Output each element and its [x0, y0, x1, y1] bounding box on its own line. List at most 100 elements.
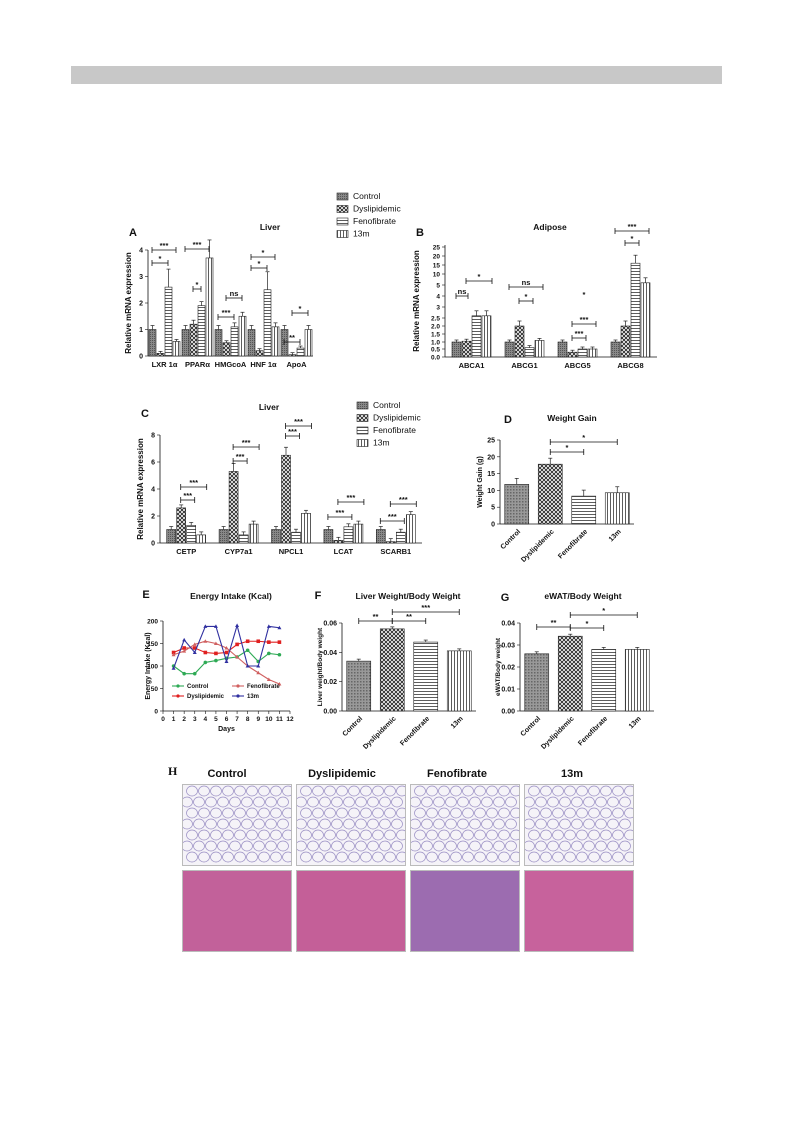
chart-e-legend-marker: [176, 684, 180, 688]
chart-e-point: [256, 670, 261, 675]
chart-g-ytick-label: 0.03: [501, 643, 515, 650]
chart-e-point: [266, 677, 271, 681]
chart-e-point: [214, 651, 218, 656]
chart-b-bar: [461, 340, 472, 358]
chart-c-ytick-label: 2: [151, 514, 155, 521]
chart-b-abcg5-sig2: *: [583, 290, 586, 299]
chart-g-ylabel: eWAT/Body weight: [495, 637, 502, 696]
chart-e-point: [192, 642, 197, 646]
chart-c-bar: [176, 507, 186, 544]
chart-e-point: [203, 639, 208, 643]
chart-c-bar: [343, 526, 354, 544]
panel-h-label: H: [168, 764, 178, 778]
chart-b-xtick-label: ABCG5: [564, 361, 590, 370]
chart-c-ytick-label: 0: [151, 541, 155, 548]
chart-a-xtick-label: HMGcoA: [215, 360, 247, 369]
chart-a-bar: [263, 289, 272, 357]
chart-a-xtick-label: PPARα: [185, 360, 210, 369]
chart-b-ytick-label: 15: [433, 263, 441, 270]
chart-a-ytick-label: 2: [139, 301, 143, 308]
chart-c-bar: [405, 514, 416, 544]
chart-e-xtick-label: 12: [286, 716, 294, 723]
chart-e-point: [256, 639, 261, 644]
legend-c-label-1: Dyslipidemic: [373, 413, 421, 423]
chart-c-xtick-label: CYP7a1: [225, 547, 253, 556]
legend-top-swatch-3: [336, 230, 349, 238]
chart-b-bar: [610, 341, 621, 358]
chart-a-bar: [288, 354, 297, 357]
chart-c-2-sig: ***: [294, 417, 303, 426]
chart-a-ytick-label: 4: [139, 248, 143, 255]
chart-b-bar: [567, 351, 578, 358]
chart-b-xtick-label: ABCG1: [511, 361, 537, 370]
chart-e-xtick-label: 3: [193, 716, 197, 723]
chart-c-ytick-label: 4: [151, 487, 155, 494]
chart-a-apoa-sig: *: [299, 304, 302, 313]
chart-a-bar: [205, 257, 214, 357]
page-header-bar: [71, 66, 722, 84]
histo-title-fenofibrate: Fenofibrate: [427, 768, 487, 780]
chart-b-xtick-label: ABCA1: [459, 361, 485, 370]
chart-a-bar: [148, 329, 157, 357]
chart-c-bar: [166, 529, 176, 544]
panel-f-label: F: [315, 590, 322, 602]
chart-b-abcg5-sig: ***: [575, 329, 584, 338]
chart-d-bar: [571, 495, 597, 525]
chart-b-ytick-label: 2.5: [431, 316, 440, 323]
chart-d-ytick-label: 15: [487, 471, 495, 478]
chart-a-hnf-sig: *: [258, 259, 261, 268]
chart-b-bar: [620, 325, 631, 358]
chart-c-bar: [385, 541, 396, 544]
chart-e-xtick-label: 2: [182, 716, 186, 723]
chart-a-hmg-sig: ***: [222, 308, 231, 317]
chart-e-xtick-label: 6: [225, 716, 229, 723]
chart-e-point: [235, 642, 239, 647]
chart-e-xtick-label: 4: [204, 716, 208, 723]
histo-title-control: Control: [207, 768, 247, 780]
chart-b-abcg1-sig: ns: [522, 278, 531, 287]
chart-e-ylabel: Energy Intake (Kcal): [145, 632, 152, 699]
chart-e-xlabel: Days: [218, 726, 235, 733]
chart-b-ytick-label: 4: [436, 294, 440, 301]
chart-e-point: [203, 660, 208, 665]
chart-f-bar: [346, 660, 372, 712]
liver-image-dyslipidemic: [296, 870, 406, 952]
chart-e-point: [235, 623, 240, 627]
chart-b-abcg5-sig: ***: [580, 315, 589, 324]
chart-a-ytick-label: 3: [139, 274, 143, 281]
chart-b-bar: [481, 315, 492, 358]
chart-e-xtick-label: 1: [172, 716, 176, 723]
adipose-image-control: [182, 784, 292, 866]
histo-title-dyslipidemic: Dyslipidemic: [308, 768, 376, 780]
chart-f-bar: [413, 641, 439, 712]
chart-a-apoa-sig: **: [289, 333, 295, 342]
chart-a-bar: [156, 353, 165, 357]
chart-c-bar: [375, 529, 386, 544]
chart-a-bar: [222, 342, 231, 357]
chart-e-point: [277, 625, 282, 630]
panel-c-label: C: [141, 408, 149, 420]
chart-b-ytick-label: 25: [433, 245, 441, 252]
chart-a-bar: [296, 347, 305, 357]
chart-b-bar: [504, 341, 515, 358]
chart-c-ytick-label: 6: [151, 460, 155, 467]
chart-e-point: [224, 650, 229, 655]
chart-d-xtick-label: Control: [500, 528, 523, 551]
chart-g-title: eWAT/Body Weight: [544, 591, 621, 601]
chart-f-ytick-label: 0.00: [323, 709, 337, 716]
chart-e-ytick-label: 150: [147, 641, 158, 648]
panel-b-label: B: [416, 227, 424, 239]
chart-a-lxr-sig: ***: [160, 241, 169, 250]
chart-d-bar: [604, 492, 630, 525]
chart-g-ytick-label: 0.00: [501, 709, 515, 716]
chart-e-legend-label: 13m: [247, 694, 259, 700]
legend-top-swatch-2: [336, 217, 349, 226]
legend-c-swatch-0: [356, 401, 369, 410]
chart-f-xtick-label: Fenofibrate: [399, 715, 431, 747]
chart-a-ytick-label: 1: [139, 327, 143, 334]
chart-a-bar: [189, 323, 198, 357]
chart-g-xtick-label: Control: [520, 715, 543, 738]
chart-a-xtick-label: HNF 1α: [250, 360, 277, 369]
chart-c-bar: [323, 529, 334, 544]
chart-a-hnf-sig: *: [262, 248, 265, 257]
